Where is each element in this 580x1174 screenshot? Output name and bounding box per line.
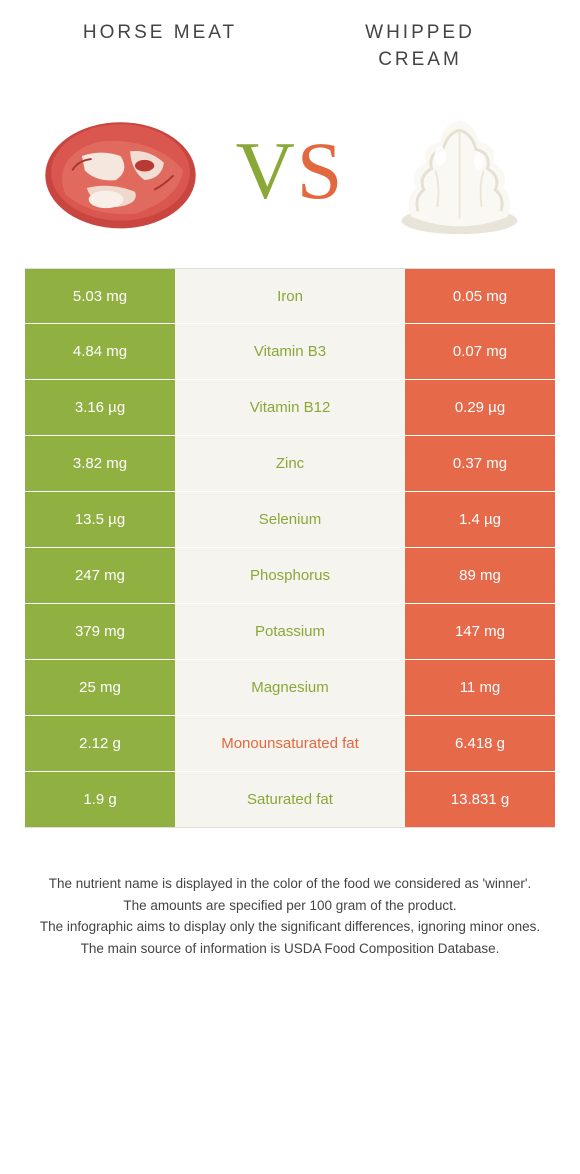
vs-label: VS	[236, 124, 345, 218]
table-row: 3.82 mgZinc0.37 mg	[25, 436, 555, 492]
left-value-cell: 2.12 g	[25, 716, 175, 771]
left-value-cell: 4.84 mg	[25, 324, 175, 379]
footer-line-3: The infographic aims to display only the…	[35, 916, 545, 938]
right-value-cell: 0.29 µg	[405, 380, 555, 435]
footer-line-1: The nutrient name is displayed in the co…	[35, 873, 545, 895]
nutrient-name-cell: Monounsaturated fat	[175, 716, 405, 771]
right-value-cell: 13.831 g	[405, 772, 555, 827]
nutrient-name-cell: Vitamin B3	[175, 324, 405, 379]
nutrient-name-cell: Vitamin B12	[175, 380, 405, 435]
right-value-cell: 11 mg	[405, 660, 555, 715]
nutrient-name-cell: Zinc	[175, 436, 405, 491]
table-row: 4.84 mgVitamin B30.07 mg	[25, 324, 555, 380]
nutrient-name-cell: Iron	[175, 269, 405, 323]
left-value-cell: 13.5 µg	[25, 492, 175, 547]
footer-line-2: The amounts are specified per 100 gram o…	[35, 895, 545, 917]
left-value-cell: 3.82 mg	[25, 436, 175, 491]
table-row: 5.03 mgIron0.05 mg	[25, 268, 555, 324]
images-row: VS	[0, 83, 580, 268]
right-value-cell: 89 mg	[405, 548, 555, 603]
nutrient-name-cell: Phosphorus	[175, 548, 405, 603]
table-row: 1.9 gSaturated fat13.831 g	[25, 772, 555, 828]
right-value-cell: 147 mg	[405, 604, 555, 659]
right-value-cell: 0.37 mg	[405, 436, 555, 491]
left-value-cell: 3.16 µg	[25, 380, 175, 435]
left-value-cell: 379 mg	[25, 604, 175, 659]
nutrient-name-cell: Magnesium	[175, 660, 405, 715]
nutrient-name-cell: Potassium	[175, 604, 405, 659]
right-food-title: Whipped cream	[290, 20, 550, 73]
table-row: 2.12 gMonounsaturated fat6.418 g	[25, 716, 555, 772]
left-value-cell: 1.9 g	[25, 772, 175, 827]
vs-s-letter: S	[297, 125, 345, 216]
header-row: Horse meat Whipped cream	[0, 0, 580, 83]
horse-meat-image	[35, 98, 205, 243]
right-value-cell: 0.07 mg	[405, 324, 555, 379]
cream-icon	[382, 103, 537, 238]
table-row: 3.16 µgVitamin B120.29 µg	[25, 380, 555, 436]
footer-notes: The nutrient name is displayed in the co…	[0, 828, 580, 989]
left-value-cell: 247 mg	[25, 548, 175, 603]
right-value-cell: 6.418 g	[405, 716, 555, 771]
table-row: 247 mgPhosphorus89 mg	[25, 548, 555, 604]
vs-v-letter: V	[236, 125, 297, 216]
left-value-cell: 25 mg	[25, 660, 175, 715]
right-value-cell: 0.05 mg	[405, 269, 555, 323]
nutrient-table: 5.03 mgIron0.05 mg4.84 mgVitamin B30.07 …	[0, 268, 580, 828]
whipped-cream-image	[375, 98, 545, 243]
nutrient-name-cell: Saturated fat	[175, 772, 405, 827]
left-value-cell: 5.03 mg	[25, 269, 175, 323]
table-row: 25 mgMagnesium11 mg	[25, 660, 555, 716]
table-row: 379 mgPotassium147 mg	[25, 604, 555, 660]
left-food-title: Horse meat	[30, 20, 290, 73]
meat-icon	[38, 103, 203, 238]
nutrient-name-cell: Selenium	[175, 492, 405, 547]
footer-line-4: The main source of information is USDA F…	[35, 938, 545, 960]
right-value-cell: 1.4 µg	[405, 492, 555, 547]
table-row: 13.5 µgSelenium1.4 µg	[25, 492, 555, 548]
